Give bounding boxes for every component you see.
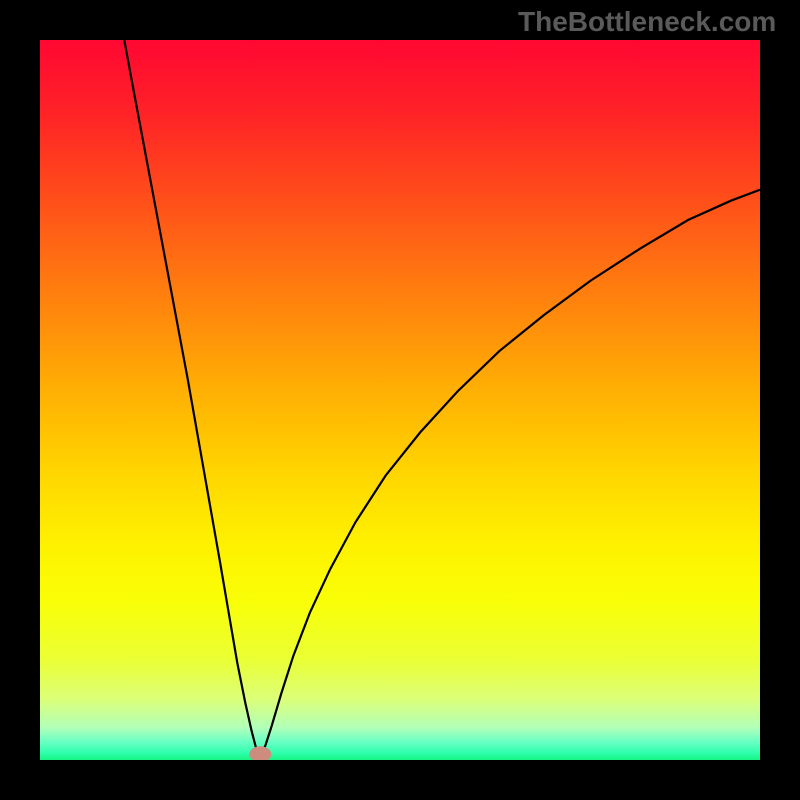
watermark-text: TheBottleneck.com — [518, 6, 776, 38]
frame-right — [760, 0, 800, 800]
frame-bottom — [0, 760, 800, 800]
bottleneck-chart — [0, 0, 800, 800]
frame-left — [0, 0, 40, 800]
gradient-background — [40, 40, 760, 760]
